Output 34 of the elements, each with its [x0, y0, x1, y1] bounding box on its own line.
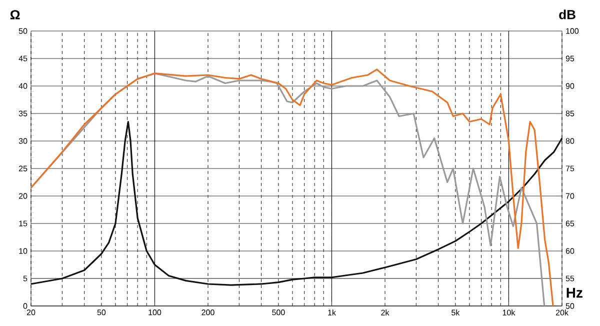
y2-tick-label: 70 — [566, 193, 574, 199]
x-tick-label: 50 — [97, 310, 106, 316]
x-tick-label: 10k — [502, 310, 516, 316]
y2-tick-label: 90 — [566, 83, 574, 89]
y2-tick-label: 100 — [566, 28, 579, 34]
y-tick-label: 15 — [19, 220, 28, 226]
y2-tick-label: 85 — [566, 110, 574, 116]
y-tick-label: 10 — [19, 248, 28, 254]
y-tick-label: 35 — [18, 110, 28, 116]
y2-tick-label: 50 — [566, 303, 574, 309]
y-tick-label: 0 — [23, 303, 28, 309]
y-tick-label: 50 — [18, 28, 28, 34]
y-tick-label: 20 — [18, 193, 28, 199]
y-tick-label: 30 — [18, 138, 28, 144]
x-tick-label: 1k — [328, 310, 336, 316]
y2-tick-label: 60 — [566, 248, 574, 254]
x-tick-label: 20k — [556, 310, 568, 316]
x-tick-label: 100 — [148, 310, 162, 316]
x-axis-title: Hz — [566, 288, 582, 298]
y2-tick-label: 95 — [566, 56, 574, 62]
y-tick-label: 40 — [18, 83, 28, 89]
y2-tick-label: 55 — [566, 276, 574, 282]
y2-tick-label: 80 — [566, 138, 574, 144]
y2-tick-label: 75 — [566, 166, 574, 172]
y-tick-label: 5 — [23, 276, 28, 282]
x-tick-label: 500 — [272, 310, 285, 316]
x-tick-label: 2k — [381, 310, 390, 316]
y-tick-label: 45 — [18, 56, 28, 62]
x-tick-label: 5k — [452, 310, 460, 316]
y2-axis-title: dB — [559, 10, 576, 20]
y-axis-title: Ω — [10, 10, 20, 20]
y2-tick-label: 65 — [566, 220, 574, 226]
x-tick-label: 200 — [202, 310, 214, 316]
y-tick-label: 25 — [18, 166, 28, 172]
